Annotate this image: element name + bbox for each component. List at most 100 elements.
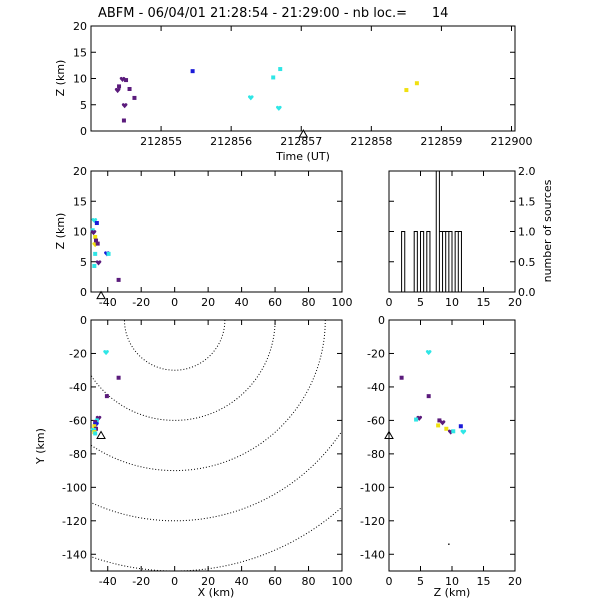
source-point (114, 87, 121, 94)
station-marker (96, 290, 106, 300)
y-tick-label: 5 (80, 99, 87, 112)
source-point (103, 350, 109, 356)
y-tick-label: -40 (367, 381, 385, 394)
source-point (119, 76, 126, 83)
x-tick-label: 212858 (350, 135, 392, 148)
panel-z-vs-x: -40 -20 0 20 40 60 80 100 0 5 10 15 20 Z (km) (54, 165, 353, 309)
y-axis-label-histogram: number of sources (541, 179, 554, 282)
source-point (95, 241, 100, 246)
source-point (124, 78, 129, 83)
x-tick-label: 100 (332, 296, 353, 309)
source-point (104, 394, 109, 399)
axes-y-vs-x: -40 -20 0 20 40 60 80 100 0 -20 -40 -60 -80 -100 -120 -… (62, 314, 352, 588)
x-tick-label: 212856 (210, 135, 252, 148)
axes-z-vs-x: -40 -20 0 20 40 60 80 100 0 5 10 15 20 (73, 165, 353, 309)
source-point (458, 424, 463, 429)
x-tick-label: 15 (477, 296, 491, 309)
x-tick-label: 60 (268, 575, 282, 588)
y-axis-label-z-vs-time: Z (km) (54, 60, 67, 97)
y-axis-label-z-vs-x: Z (km) (54, 213, 67, 250)
x-tick-label: 15 (477, 575, 491, 588)
y-tick-label: -140 (62, 548, 87, 561)
source-point (93, 234, 98, 239)
y-tick-label: 2.0 (518, 165, 536, 178)
source-point (117, 84, 122, 89)
x-tick-label: 100 (332, 575, 353, 588)
station-marker (384, 430, 394, 439)
source-point (278, 67, 283, 72)
y-axis-label-y-vs-x: Y (km) (34, 428, 47, 465)
source-point (121, 118, 126, 123)
source-point (271, 75, 276, 80)
plot-frame-z-vs-time (90, 25, 516, 132)
source-point (127, 87, 132, 91)
y-tick-label: -20 (367, 347, 385, 360)
y-tick-label: -20 (69, 347, 87, 360)
plot-frame-z-vs-x (90, 170, 343, 293)
x-axis-label-z-vs-time: Time (UT) (275, 150, 330, 163)
source-point (414, 417, 419, 422)
station-marker (298, 129, 309, 138)
x-tick-label: 10 (445, 575, 459, 588)
x-tick-label: -40 (99, 296, 117, 309)
source-point (90, 230, 97, 236)
source-point (190, 69, 195, 74)
histogram-bars (389, 170, 515, 293)
source-point (92, 424, 97, 429)
x-tick-label: -40 (99, 575, 117, 588)
histogram-outline (389, 170, 515, 293)
y-tick-label: -40 (69, 381, 87, 394)
source-point (399, 375, 404, 380)
x-tick-label: 5 (417, 575, 424, 588)
source-point (416, 415, 423, 421)
source-point (116, 277, 121, 282)
x-tick-label: 212859 (420, 135, 462, 148)
source-point (460, 429, 467, 435)
panel-y-vs-x: -40 -20 0 20 40 60 80 100 0 -20 -40 -60 -80 -100 -120 -… (34, 314, 353, 599)
source-point (132, 95, 137, 100)
y-tick-label: 0 (80, 286, 87, 299)
source-point (404, 88, 409, 93)
x-tick-label: 80 (302, 296, 316, 309)
axes-y-vs-z: 0 5 10 15 20 0 -20 -40 -60 -80 -100 -120 -140 (360, 314, 522, 588)
plot-frame-y-vs-x (90, 319, 343, 572)
source-point (276, 105, 282, 111)
x-axis-label-y-vs-x: X (km) (198, 586, 235, 599)
y-tick-label: 0 (80, 314, 87, 327)
x-tick-label: 20 (508, 575, 522, 588)
x-tick-label: 0 (171, 575, 178, 588)
source-point (106, 251, 111, 256)
y-tick-label: -80 (69, 448, 87, 461)
x-tick-label: 80 (302, 575, 316, 588)
y-tick-label: 0.0 (518, 286, 536, 299)
y-tick-label: -140 (360, 548, 385, 561)
range-ring (91, 429, 342, 522)
figure-title: ABFM - 06/04/01 21:28:54 - 21:29:00 - nb… (98, 6, 448, 21)
x-tick-label: 20 (201, 575, 215, 588)
sources-z-vs-time (114, 67, 419, 138)
sources-y-vs-x (90, 350, 121, 439)
source-point (451, 429, 456, 434)
y-tick-label: 15 (73, 195, 87, 208)
x-tick-label: 20 (508, 296, 522, 309)
y-tick-label: 20 (73, 165, 87, 178)
panel-z-vs-time: 212855 212856 212857 212858 212859 212900 0 5 10… (54, 20, 532, 163)
axes-histogram: 0 5 10 15 200.0 0.5 1.0 1.5 2.0 (386, 165, 536, 309)
source-point (93, 431, 98, 436)
y-tick-label: 15 (73, 46, 87, 59)
source-point (95, 260, 102, 266)
x-tick-label: 10 (445, 296, 459, 309)
y-tick-label: 5 (80, 256, 87, 269)
station-marker (96, 430, 106, 439)
x-tick-label: -20 (132, 575, 150, 588)
source-point (93, 251, 98, 256)
source-point (414, 81, 419, 86)
source-point (95, 415, 102, 421)
y-tick-label: -100 (360, 481, 385, 494)
source-point (425, 350, 432, 356)
y-tick-label: 0.5 (518, 256, 536, 269)
source-point (248, 95, 254, 101)
y-tick-label: -60 (367, 414, 385, 427)
x-tick-label: 60 (268, 296, 282, 309)
